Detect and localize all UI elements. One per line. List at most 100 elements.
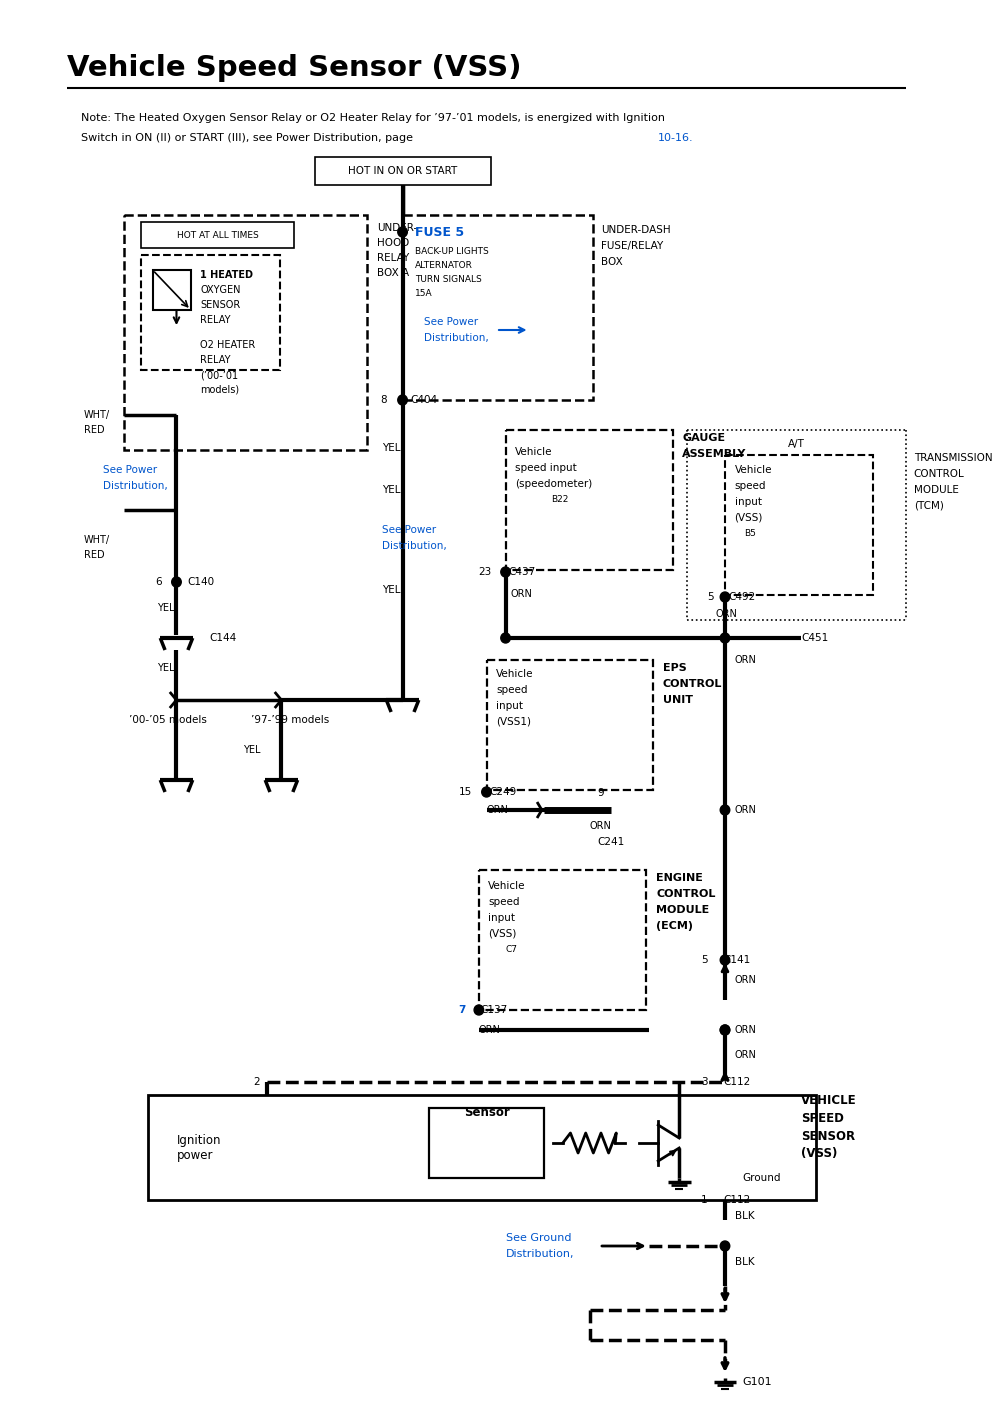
Text: input: input [488,913,515,923]
Circle shape [501,567,510,577]
Text: Ignition
power: Ignition power [176,1134,221,1162]
Text: CONTROL: CONTROL [656,889,716,899]
Bar [148,1094,816,1200]
Text: ORN: ORN [479,1025,501,1035]
Text: WHT/: WHT/ [84,534,110,544]
Text: HOT AT ALL TIMES: HOT AT ALL TIMES [177,230,258,239]
Text: Distribution,: Distribution, [424,334,489,344]
Text: OXYGEN: OXYGEN [200,286,241,296]
Text: YEL: YEL [382,443,400,452]
Text: ORN: ORN [735,1025,756,1035]
Text: (VSS): (VSS) [735,513,763,523]
Bar [153,270,191,310]
Text: SENSOR: SENSOR [200,300,241,310]
Text: (VSS): (VSS) [488,929,517,939]
Text: MODULE: MODULE [656,905,710,915]
Circle shape [398,395,407,404]
Circle shape [501,633,510,643]
Bar [725,455,873,595]
Text: See Power: See Power [424,317,479,327]
Text: G101: G101 [742,1377,772,1387]
Text: YEL: YEL [157,602,175,614]
Text: Switch in ON (II) or START (III), see Power Distribution, page: Switch in ON (II) or START (III), see Po… [81,133,417,143]
Text: models): models) [200,385,239,395]
Text: Vehicle: Vehicle [735,465,772,475]
Text: 5: 5 [701,954,708,964]
Circle shape [172,577,181,587]
Text: YEL: YEL [243,745,261,755]
Text: FUSE 5: FUSE 5 [415,225,464,239]
Text: ORN: ORN [590,822,611,831]
Text: ORN: ORN [735,805,756,814]
Text: speed: speed [735,481,766,491]
Text: C112: C112 [723,1077,750,1087]
Text: 1: 1 [701,1195,708,1205]
Text: Vehicle: Vehicle [515,447,553,457]
Text: C404: C404 [410,395,437,404]
Text: (TCM): (TCM) [914,501,944,510]
Text: input: input [735,496,762,508]
Circle shape [398,228,407,238]
Text: Ground: Ground [742,1174,781,1184]
Text: A/T: A/T [788,438,805,450]
Text: 23: 23 [478,567,491,577]
Text: BOX: BOX [601,257,623,267]
Text: ENGINE: ENGINE [656,872,703,882]
Text: VEHICLE: VEHICLE [801,1093,857,1107]
Text: O2 HEATER: O2 HEATER [200,339,256,351]
Text: ORN: ORN [735,976,756,986]
Text: SENSOR: SENSOR [801,1130,855,1143]
Text: ORN: ORN [735,655,756,665]
Text: B22: B22 [551,495,569,505]
Text: RED: RED [84,426,105,436]
Text: Vehicle: Vehicle [496,669,534,679]
Text: Note: The Heated Oxygen Sensor Relay or O2 Heater Relay for ’97-’01 models, is e: Note: The Heated Oxygen Sensor Relay or … [81,113,665,123]
Text: 10-16.: 10-16. [658,133,694,143]
Text: HOT IN ON OR START: HOT IN ON OR START [348,165,457,175]
Text: See Ground: See Ground [506,1233,571,1243]
Text: TURN SIGNALS: TURN SIGNALS [415,276,482,284]
Text: TRANSMISSION: TRANSMISSION [914,452,992,462]
Text: YEL: YEL [382,485,400,495]
Text: CONTROL: CONTROL [663,679,722,689]
Text: ORN: ORN [510,590,532,600]
Text: MODULE: MODULE [914,485,959,495]
Text: 15A: 15A [415,290,433,298]
Text: C140: C140 [187,577,214,587]
Text: C112: C112 [723,1195,750,1205]
Text: WHT/: WHT/ [84,410,110,420]
Text: ORN: ORN [715,609,737,619]
Text: BOX A: BOX A [377,269,409,279]
Bar [479,870,646,1010]
Text: CONTROL: CONTROL [914,469,965,479]
Text: 1 HEATED: 1 HEATED [200,270,253,280]
Circle shape [720,954,730,964]
Bar [124,215,367,450]
Circle shape [474,1005,484,1015]
Text: ASSEMBLY: ASSEMBLY [682,450,746,460]
Text: C7: C7 [506,946,518,954]
Text: BACK-UP LIGHTS: BACK-UP LIGHTS [415,247,489,256]
Text: RED: RED [84,550,105,560]
Text: UNIT: UNIT [663,696,693,706]
Text: 5: 5 [707,592,714,602]
Text: Vehicle: Vehicle [488,881,526,891]
Text: (ECM): (ECM) [656,921,693,930]
Text: BLK: BLK [735,1210,754,1222]
Text: speed input: speed input [515,462,577,474]
Text: 9: 9 [597,788,604,797]
Text: Vehicle Speed Sensor (VSS): Vehicle Speed Sensor (VSS) [67,54,521,82]
Text: BLK: BLK [735,1257,754,1267]
Text: 8: 8 [381,395,387,404]
Bar [506,430,673,570]
Text: C492: C492 [729,592,756,602]
Text: (speedometer): (speedometer) [515,479,592,489]
Bar [429,1109,544,1178]
Circle shape [720,805,730,814]
Circle shape [720,1025,730,1035]
Bar [141,255,280,370]
Text: ’97-’99 models: ’97-’99 models [251,715,329,725]
Text: YEL: YEL [157,663,175,673]
Text: GAUGE: GAUGE [682,433,725,443]
Text: EPS: EPS [663,663,687,673]
